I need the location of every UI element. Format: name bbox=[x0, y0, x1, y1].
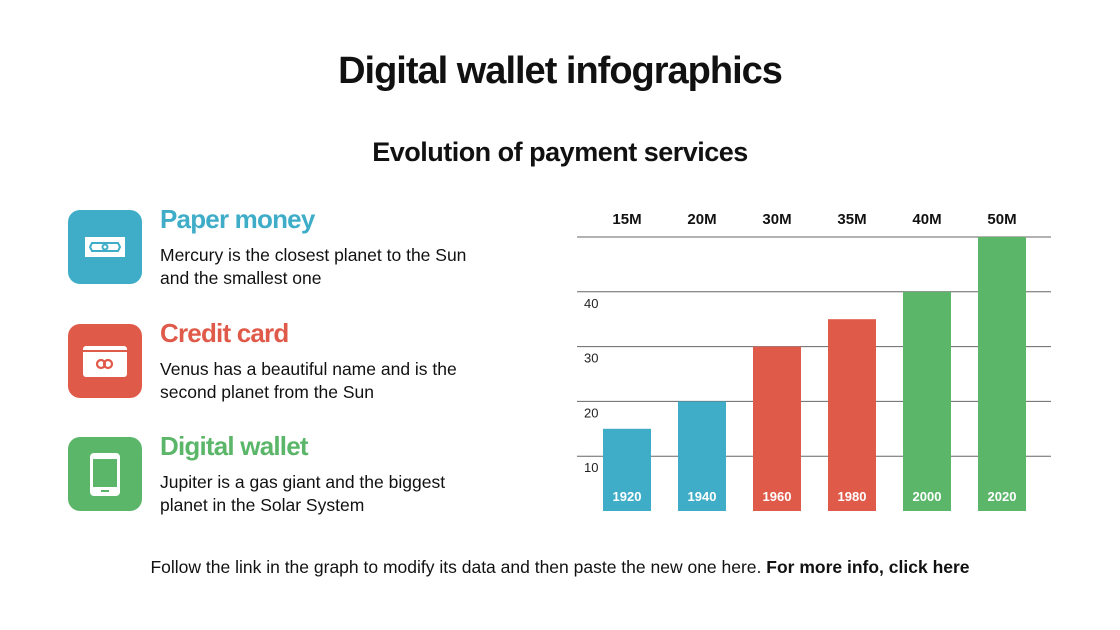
item-digital-wallet: Digital wallet Jupiter is a gas giant an… bbox=[68, 431, 488, 515]
item-credit-card: Credit card Venus has a beautiful name a… bbox=[68, 318, 488, 402]
credit-card-icon bbox=[68, 324, 142, 398]
y-tick-label: 10 bbox=[584, 460, 598, 475]
y-tick-label: 20 bbox=[584, 405, 598, 420]
x-category-label: 2000 bbox=[913, 489, 942, 504]
smartphone-icon bbox=[68, 437, 142, 511]
bar-chart: 10 20 30 40 1920 15M 1940 20M 1960 30M 1980 35M 2000… bbox=[577, 211, 1051, 511]
bar bbox=[603, 428, 651, 511]
bar-value-label: 20M bbox=[687, 211, 716, 228]
item-description: Mercury is the closest planet to the Sun… bbox=[160, 245, 467, 288]
more-info-link[interactable]: For more info, click here bbox=[766, 557, 970, 577]
item-title: Credit card bbox=[160, 318, 289, 348]
bar bbox=[753, 346, 801, 511]
bar-value-label: 35M bbox=[837, 211, 866, 228]
bar bbox=[903, 291, 951, 511]
x-category-label: 1920 bbox=[613, 489, 642, 504]
y-tick-label: 40 bbox=[584, 296, 598, 311]
y-tick-label: 30 bbox=[584, 351, 598, 366]
bar-value-label: 40M bbox=[912, 211, 941, 228]
item-paper-money: Paper money Mercury is the closest plane… bbox=[68, 204, 488, 288]
x-category-label: 1960 bbox=[763, 489, 792, 504]
item-description: Venus has a beautiful name and is the se… bbox=[160, 359, 457, 402]
page-title: Digital wallet infographics bbox=[338, 50, 783, 92]
item-title: Paper money bbox=[160, 204, 315, 234]
item-title: Digital wallet bbox=[160, 431, 309, 461]
page-subtitle: Evolution of payment services bbox=[372, 137, 748, 167]
item-description: Jupiter is a gas giant and the biggest p… bbox=[160, 472, 446, 515]
bar-value-label: 30M bbox=[762, 211, 791, 228]
bar bbox=[678, 401, 726, 511]
bar bbox=[828, 319, 876, 511]
bar-value-label: 50M bbox=[987, 211, 1016, 228]
x-category-label: 2020 bbox=[988, 489, 1017, 504]
x-category-label: 1980 bbox=[838, 489, 867, 504]
footer-note: Follow the link in the graph to modify i… bbox=[0, 557, 1120, 578]
bar-value-label: 15M bbox=[612, 211, 641, 228]
bar bbox=[978, 237, 1026, 511]
banknote-icon bbox=[68, 210, 142, 284]
footer-text: Follow the link in the graph to modify i… bbox=[150, 557, 767, 577]
x-category-label: 1940 bbox=[688, 489, 717, 504]
